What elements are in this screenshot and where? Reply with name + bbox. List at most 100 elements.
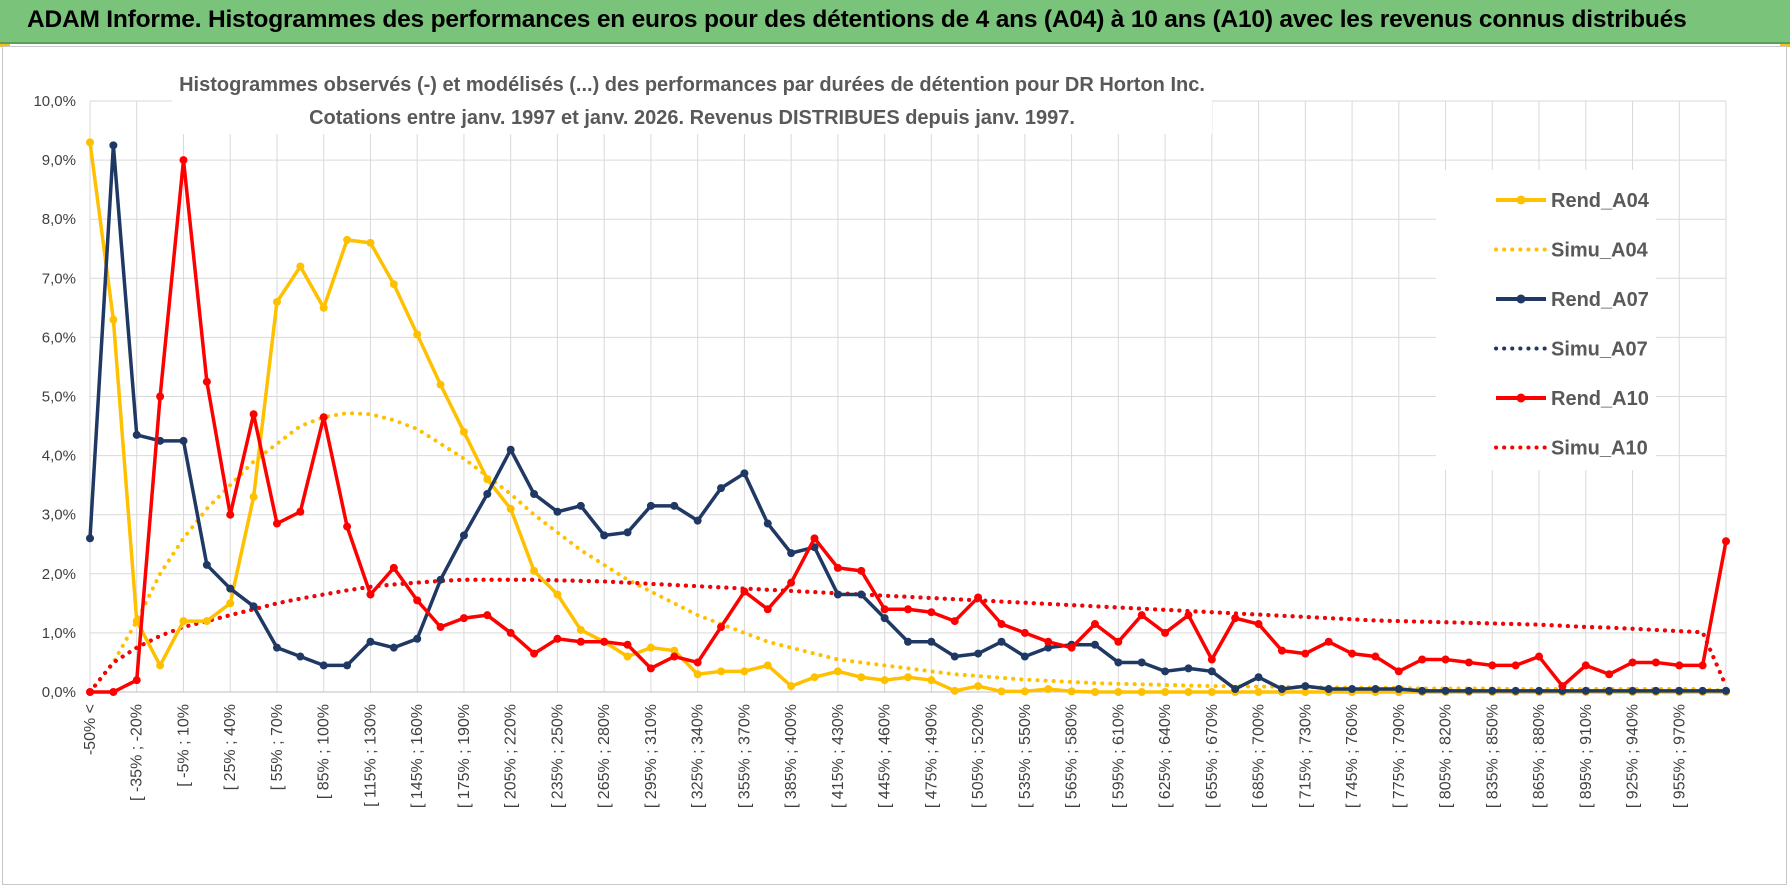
legend-label: Rend_A10	[1551, 388, 1649, 410]
data-point	[249, 492, 258, 501]
data-point	[1722, 686, 1730, 695]
data-point	[670, 646, 679, 655]
y-tick-label: 8,0%	[42, 211, 76, 228]
data-point	[646, 643, 655, 652]
data-point	[1020, 687, 1029, 696]
x-tick-label: [ 295% ; 310%	[643, 704, 660, 808]
data-point	[459, 531, 468, 540]
data-point	[1698, 661, 1707, 670]
data-point	[576, 637, 585, 646]
data-point	[343, 522, 352, 531]
data-point	[787, 549, 796, 558]
data-point	[272, 643, 281, 652]
x-tick-label: [ 535% ; 550%	[1017, 704, 1034, 808]
data-point	[880, 614, 889, 623]
data-point	[1371, 652, 1380, 661]
y-tick-label: 3,0%	[42, 507, 76, 524]
data-point	[740, 587, 749, 596]
data-point	[717, 667, 726, 676]
x-tick-label: [ 715% ; 730%	[1297, 704, 1314, 808]
data-point	[950, 617, 959, 626]
data-point	[1441, 655, 1450, 664]
y-tick-label: 9,0%	[42, 152, 76, 169]
data-point	[623, 652, 632, 661]
data-point	[109, 315, 118, 324]
data-point	[1464, 658, 1473, 667]
x-tick-label: [ 325% ; 340%	[690, 704, 707, 808]
data-point	[530, 649, 539, 658]
x-tick-label: [ 805% ; 820%	[1438, 704, 1455, 808]
data-point	[1301, 682, 1310, 691]
data-point	[179, 156, 188, 165]
data-point	[156, 392, 165, 401]
x-tick-label: [ 355% ; 370%	[736, 704, 753, 808]
data-point	[974, 682, 983, 691]
x-tick-label: [ 775% ; 790%	[1391, 704, 1408, 808]
data-point	[1207, 655, 1216, 664]
data-point	[693, 516, 702, 525]
data-point	[1511, 686, 1520, 695]
data-point	[904, 605, 912, 614]
data-point	[1090, 620, 1099, 629]
chart-title-line-1: Histogrammes observés (-) et modélisés (…	[179, 74, 1205, 96]
chart-title: Histogrammes observés (-) et modélisés (…	[172, 64, 1212, 134]
data-point	[413, 634, 422, 643]
data-point	[576, 501, 585, 510]
x-tick-label: [ 505% ; 520%	[970, 704, 987, 808]
data-point	[1067, 643, 1076, 652]
y-tick-label: 1,0%	[42, 625, 76, 642]
data-point	[483, 611, 492, 620]
data-point	[1161, 628, 1170, 637]
data-point	[880, 605, 889, 614]
data-point	[1324, 637, 1333, 646]
data-point	[1184, 611, 1193, 620]
data-point	[530, 566, 539, 575]
data-point	[1394, 667, 1403, 676]
data-point	[1558, 682, 1567, 691]
x-tick-label: [ 85% ; 100%	[316, 704, 333, 799]
x-tick-label: [ 175% ; 190%	[456, 704, 473, 808]
data-point	[1651, 658, 1660, 667]
y-tick-label: 6,0%	[42, 329, 76, 346]
x-tick-label: [ 685% ; 700%	[1251, 704, 1268, 808]
x-tick-label: [ 385% ; 400%	[783, 704, 800, 808]
data-point	[1324, 685, 1333, 694]
y-tick-label: 5,0%	[42, 389, 76, 406]
data-point	[857, 673, 866, 682]
data-point	[997, 637, 1006, 646]
x-tick-label: [ 55% ; 70%	[269, 704, 286, 790]
data-point	[366, 238, 375, 247]
data-point	[109, 141, 118, 150]
data-point	[366, 590, 375, 599]
data-point	[1605, 686, 1614, 695]
data-point	[1651, 686, 1660, 695]
data-point	[413, 330, 422, 339]
data-point	[156, 661, 165, 670]
data-point	[1301, 688, 1310, 696]
x-tick-label: [ 895% ; 910%	[1578, 704, 1595, 808]
data-point	[319, 661, 328, 670]
data-point	[459, 427, 468, 436]
data-point	[553, 590, 562, 599]
data-point	[530, 490, 539, 499]
data-point	[459, 614, 468, 623]
data-point	[740, 667, 749, 676]
data-point	[226, 584, 235, 593]
data-point	[1044, 685, 1053, 694]
x-tick-label: [ 655% ; 670%	[1204, 704, 1221, 808]
legend-marker	[1516, 195, 1526, 205]
data-point	[1114, 637, 1123, 646]
y-tick-label: 10,0%	[33, 93, 76, 110]
x-tick-label: [ -5% ; 10%	[175, 704, 192, 787]
data-point	[132, 430, 141, 439]
x-tick-label: [ 475% ; 490%	[923, 704, 940, 808]
data-point	[717, 484, 726, 493]
data-point	[1675, 686, 1684, 695]
data-point	[1254, 620, 1263, 629]
data-point	[833, 667, 842, 676]
x-tick-label: [ 145% ; 160%	[409, 704, 426, 808]
data-point	[857, 590, 866, 599]
data-point	[1675, 661, 1684, 670]
data-point	[483, 490, 492, 499]
data-point	[997, 620, 1006, 629]
